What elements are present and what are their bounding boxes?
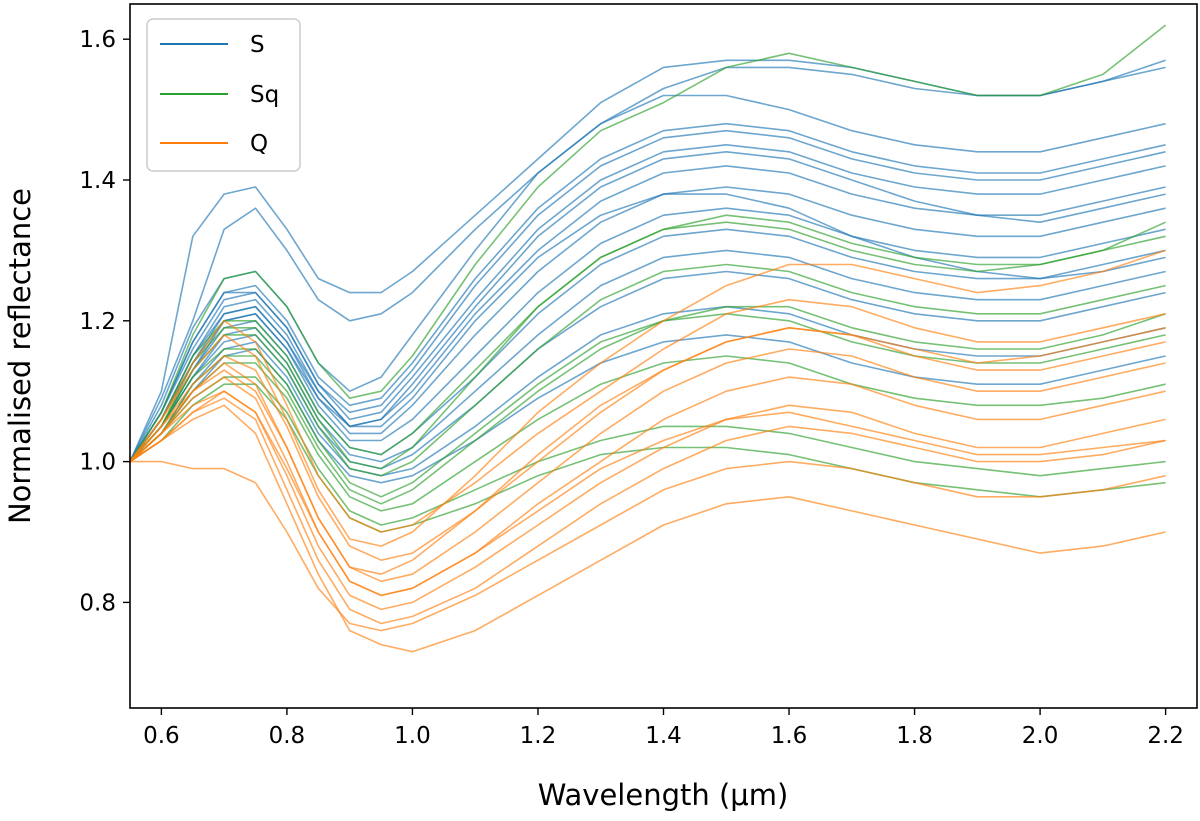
y-tick-label: 1.2 xyxy=(79,309,116,335)
series-line-sq-23 xyxy=(129,221,1166,470)
series-line-s-12 xyxy=(129,334,1166,484)
x-tick-label: 1.0 xyxy=(394,723,431,749)
x-tick-label: 1.6 xyxy=(771,723,808,749)
series-line-sq-19 xyxy=(129,312,1166,498)
series-line-q-35 xyxy=(129,390,1166,597)
legend: S Sq Q xyxy=(146,18,301,172)
x-tick-label: 0.8 xyxy=(269,723,306,749)
x-tick-label: 2.2 xyxy=(1147,723,1184,749)
series-line-q-30 xyxy=(129,397,1166,625)
series-line-q-26 xyxy=(129,326,1166,562)
x-tick-label: 1.2 xyxy=(520,723,557,749)
legend-label-sq: Sq xyxy=(250,82,279,108)
series-line-s-13 xyxy=(129,151,1166,463)
x-axis-ticks: 0.6 0.8 1.0 1.2 1.4 1.6 1.8 2.0 2.2 xyxy=(143,708,1184,749)
series-line-sq-21 xyxy=(129,376,1166,526)
y-tick-label: 0.8 xyxy=(79,590,116,616)
x-axis-title: Wavelength (μm) xyxy=(538,778,789,812)
series-line-sq-16 xyxy=(129,24,1167,463)
legend-label-q: Q xyxy=(250,131,268,157)
series-line-q-32 xyxy=(130,460,1166,632)
series-line-s-3 xyxy=(129,122,1166,463)
legend-label-s: S xyxy=(250,32,265,58)
series-line-s-1 xyxy=(129,66,1166,462)
y-tick-label: 1.0 xyxy=(79,450,116,476)
x-tick-label: 1.4 xyxy=(645,723,682,749)
series-line-s-4 xyxy=(129,144,1166,463)
series-line-s-8 xyxy=(129,228,1166,463)
x-tick-label: 1.8 xyxy=(896,723,933,749)
y-axis-title: Normalised reflectance xyxy=(3,188,37,524)
series-line-q-25 xyxy=(129,298,1166,533)
series-line-sq-17 xyxy=(129,214,1166,463)
series-line-q-31 xyxy=(129,404,1166,653)
y-axis-ticks: 0.8 1.0 1.2 1.4 1.6 xyxy=(79,27,130,616)
x-tick-label: 0.6 xyxy=(143,723,180,749)
series-line-q-27 xyxy=(129,348,1166,583)
series-line-sq-22 xyxy=(129,383,1166,533)
series-line-s-5 xyxy=(129,165,1166,463)
series-line-q-33 xyxy=(129,249,1166,547)
series-line-q-28 xyxy=(129,376,1166,597)
series-line-s-15 xyxy=(129,129,1166,463)
y-tick-label: 1.4 xyxy=(79,168,116,194)
y-tick-label: 1.6 xyxy=(79,27,116,53)
series-line-sq-18 xyxy=(129,263,1166,477)
series-line-sq-24 xyxy=(129,305,1166,505)
series-lines xyxy=(129,24,1167,653)
series-line-s-14 xyxy=(129,193,1166,463)
x-tick-label: 2.0 xyxy=(1022,723,1059,749)
series-line-q-34 xyxy=(129,326,1166,576)
